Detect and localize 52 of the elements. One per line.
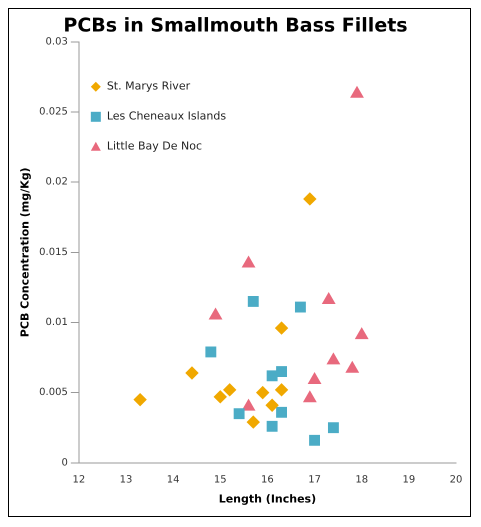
y-tick-label: 0.01 [46,317,68,328]
point [328,422,339,434]
point [248,296,259,307]
y-tick-label: 0.015 [39,246,68,258]
point [294,302,306,312]
x-tick-label: 12 [72,474,86,486]
point [346,361,359,373]
point [303,390,316,402]
x-tick-label: 17 [308,474,321,486]
point [242,399,256,411]
point [205,346,216,358]
point [223,383,236,396]
point [309,434,320,446]
point [242,256,256,268]
point [276,406,288,418]
point [208,308,222,320]
x-tick-label: 13 [120,474,132,486]
point [246,416,260,429]
point [275,322,288,335]
point [350,86,364,98]
point [134,393,147,406]
point [256,386,270,400]
point [214,390,227,404]
point [322,292,336,304]
point [276,366,288,378]
x-tick-label: 18 [355,474,368,486]
x-tick-label: 16 [261,474,274,486]
x-axis-title: Length (Inches) [218,492,316,506]
point [266,420,278,432]
point [234,408,245,420]
point [266,398,279,412]
y-tick-label: 0 [61,457,68,468]
point [266,370,278,382]
point [326,352,340,364]
y-tick-label: 0.03 [46,36,68,48]
x-tick-label: 19 [402,474,416,486]
point [355,328,368,340]
x-tick-label: 14 [166,474,180,486]
legend-label: Les Cheneaux Islands [106,110,226,123]
y-tick-label: 0.025 [39,106,68,118]
y-axis-title: PCB Concentration (mg/Kg) [18,167,32,338]
y-tick-label: 0.02 [46,176,68,188]
point [275,383,288,396]
x-tick-label: 20 [450,474,462,486]
point [185,366,198,380]
y-tick-label: 0.005 [39,387,68,398]
legend-label: Little Bay De Noc [106,140,202,153]
legend-label: St. Marys River [106,80,191,93]
chart-title: PCBs in Smallmouth Bass Fillets [63,14,408,36]
point [308,372,322,384]
x-tick-label: 15 [214,474,227,486]
point [303,192,316,206]
